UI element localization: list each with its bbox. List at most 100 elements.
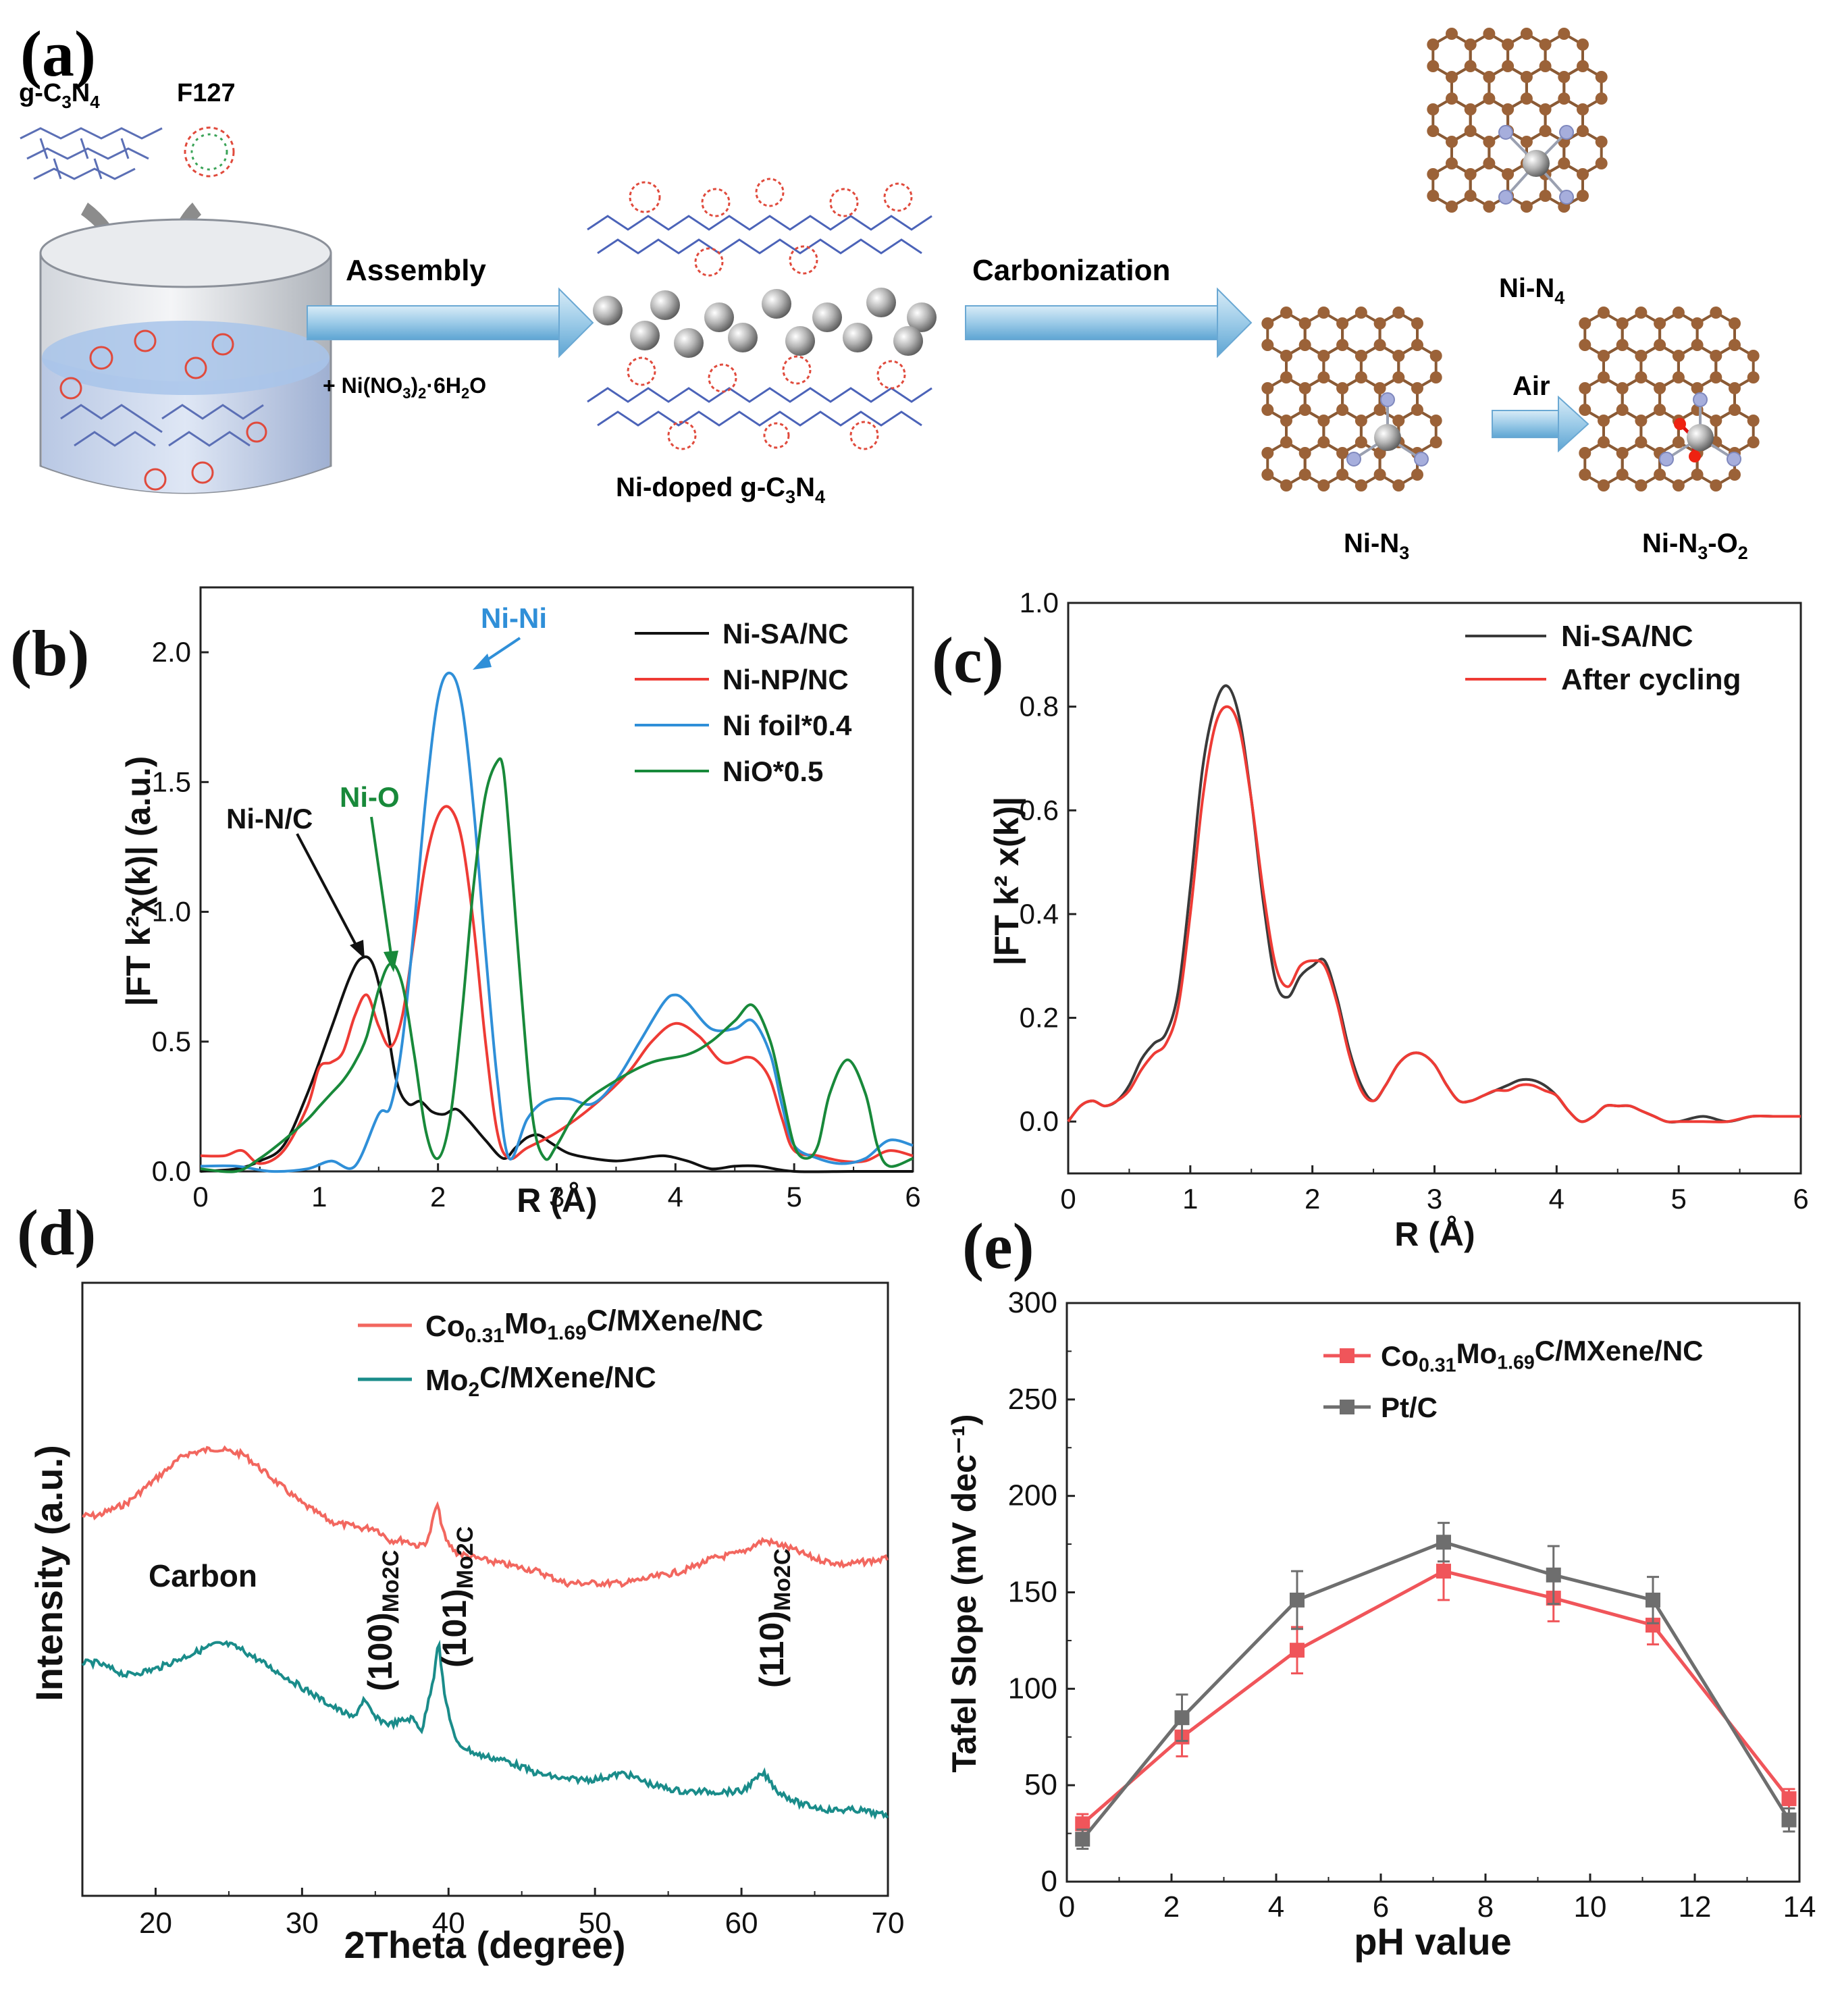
- panel-c-chart: 0 1 2 3 4 5 6 0.0 0.2 0.4 0.6 0.8 1.0 (c) R (Å) |FT k² …: [932, 587, 1809, 1253]
- nitrogen-atom: [1346, 452, 1361, 467]
- carbon-atom: [1298, 339, 1311, 351]
- x-tick-label: 5: [786, 1181, 801, 1213]
- x-tick-label: 20: [139, 1907, 172, 1940]
- carbon-atom: [1598, 371, 1610, 383]
- panel-d-chart: 20 30 40 50 60 70 (d) 2Theta (degree) Intensity …: [17, 1196, 904, 1966]
- data-point-marker: [1646, 1592, 1660, 1608]
- legend-marker: [1340, 1348, 1354, 1363]
- carbon-atom: [1558, 28, 1571, 40]
- nickel-atom: [1687, 424, 1714, 451]
- beaker-icon: [39, 218, 332, 494]
- x-tick-label: 4: [668, 1181, 683, 1213]
- ni-o-annotation: Ni-O: [340, 781, 400, 813]
- carbon-atom: [1654, 382, 1666, 394]
- oxygen-atom: [1674, 418, 1686, 430]
- carbon-atom: [1539, 60, 1552, 72]
- nitrogen-atom: [1498, 190, 1513, 205]
- y-tick-label: 0.0: [1020, 1105, 1059, 1137]
- carbon-atom: [1483, 201, 1496, 213]
- carbon-atom: [1298, 469, 1311, 481]
- carbon-atom: [1579, 382, 1591, 394]
- carbon-atom: [1710, 415, 1722, 427]
- carbon-atoms: [1579, 307, 1760, 492]
- series-line-After cycling: [1067, 705, 1801, 1123]
- carbon-atom: [1654, 317, 1666, 329]
- carbon-atom: [1392, 350, 1405, 362]
- series-line-Ni-NP/NC: [200, 805, 914, 1165]
- carbon-atom: [1373, 469, 1386, 481]
- carbon-atom: [1729, 339, 1741, 351]
- plot-frame: [81, 1281, 889, 1897]
- x-tick-label: 0: [1060, 1183, 1076, 1215]
- y-tick-label: 150: [1008, 1576, 1057, 1609]
- x-tick-label: 5: [1670, 1183, 1686, 1215]
- f127-micelle-icon: [184, 126, 235, 178]
- legend-label: Ni foil*0.4: [722, 710, 852, 741]
- carbon-atom: [1354, 307, 1367, 319]
- carbon-atom: [1464, 38, 1477, 51]
- carbon-atom: [1373, 382, 1386, 394]
- carbon-atom: [1261, 339, 1274, 351]
- carbon-atom: [1354, 436, 1367, 448]
- carbon-atom: [1729, 469, 1741, 481]
- carbon-atom: [1261, 317, 1274, 329]
- y-tick-label: 0.4: [1020, 898, 1059, 930]
- ni-ni-annotation: Ni-Ni: [481, 602, 547, 634]
- g-c3n4-sheet-icon: [20, 127, 163, 180]
- ni-o-arrow-icon: [370, 816, 393, 959]
- carbon-atom: [1520, 92, 1533, 105]
- data-point-marker: [1436, 1535, 1451, 1550]
- data-point-marker: [1290, 1643, 1305, 1658]
- carbon-atom: [1261, 469, 1274, 481]
- carbon-atom: [1317, 307, 1330, 319]
- legend-label: After cycling: [1561, 663, 1741, 696]
- carbon-atom: [1710, 371, 1722, 383]
- carbon-atom: [1747, 371, 1760, 383]
- carbon-atom: [1558, 71, 1571, 83]
- carbon-atom: [1446, 157, 1458, 169]
- y-tick-label: 0.6: [1020, 794, 1059, 826]
- carbon-atom: [1598, 436, 1610, 448]
- carbon-atom: [1429, 350, 1442, 362]
- ni-n4-structure-icon: [1427, 28, 1608, 213]
- ni-n-c-annotation: Ni-N/C: [226, 803, 313, 834]
- carbon-atom: [1635, 436, 1648, 448]
- carbon-atom: [1298, 317, 1311, 329]
- assembly-arrow-shaft: [307, 305, 561, 340]
- ni-n3-o2-structure-icon: [1579, 307, 1760, 492]
- x-tick-label: 2: [430, 1181, 446, 1213]
- carbon-atom: [1411, 339, 1423, 351]
- data-point-marker: [1546, 1567, 1561, 1583]
- data-point-marker: [1646, 1618, 1660, 1633]
- nitrogen-atom: [1559, 190, 1574, 205]
- carbon-atom: [1635, 350, 1648, 362]
- nickel-atom: [1374, 424, 1401, 451]
- carbon-atom: [1261, 382, 1274, 394]
- nitrogen-atom: [1727, 452, 1741, 467]
- legend-marker: [1340, 1400, 1354, 1414]
- data-point-marker: [1075, 1832, 1090, 1847]
- carbon-atom: [1298, 404, 1311, 416]
- carbon-atom: [1354, 479, 1367, 492]
- series-line-Co0.31Mo1.69C/MXene/NC: [82, 1445, 889, 1589]
- data-point-marker: [1781, 1791, 1797, 1807]
- carbon-atom: [1261, 404, 1274, 416]
- x-tick-label: 1: [1182, 1183, 1198, 1215]
- carbon-atom: [1280, 415, 1292, 427]
- carbon-atom: [1539, 190, 1552, 202]
- carbon-atom: [1595, 92, 1608, 105]
- carbon-atom: [1558, 157, 1571, 169]
- carbon-atom: [1336, 404, 1349, 416]
- carbon-atom: [1483, 71, 1496, 83]
- x-tick-label: 8: [1477, 1890, 1494, 1924]
- carbon-atom: [1464, 190, 1477, 202]
- x-tick-label: 10: [1574, 1890, 1607, 1924]
- carbon-atom: [1635, 415, 1648, 427]
- carbon-atom: [1577, 103, 1589, 115]
- carbon-atom: [1539, 103, 1552, 115]
- carbon-atom: [1427, 60, 1440, 72]
- series-line-Mo2C/MXene/NC: [81, 1639, 889, 1820]
- nitrogen-atom: [1380, 392, 1395, 407]
- series-line-Co0.31Mo1.69C/MXene/NC: [1081, 1569, 1791, 1826]
